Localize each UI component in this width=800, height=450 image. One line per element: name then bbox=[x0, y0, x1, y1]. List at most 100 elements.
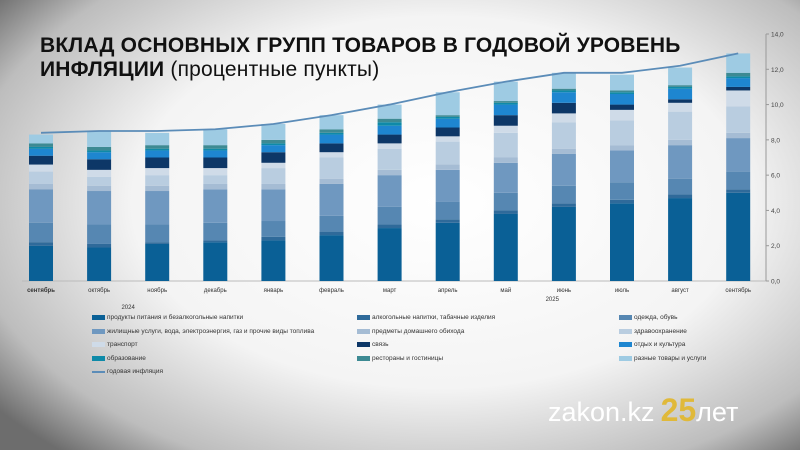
legend-swatch bbox=[619, 355, 632, 361]
x-tick-label: декабрь bbox=[204, 288, 227, 294]
title-line-2: ИНФЛЯЦИИ (процентные пункты) bbox=[40, 58, 681, 82]
bar-segment bbox=[145, 242, 170, 244]
bar-segment bbox=[261, 145, 286, 153]
bar-segment bbox=[435, 92, 460, 116]
bar-segment bbox=[261, 240, 286, 281]
legend-item: здравоохранение bbox=[619, 328, 687, 335]
x-tick-label: март bbox=[383, 288, 397, 294]
title-main-2: ИНФЛЯЦИИ bbox=[40, 58, 165, 81]
x-tick-label: сентябрь bbox=[725, 288, 751, 294]
bar-segment bbox=[87, 224, 112, 244]
logo-suffix: лет bbox=[696, 397, 739, 427]
bar-segment bbox=[610, 199, 634, 204]
bar-segment bbox=[203, 148, 228, 151]
bar-segment bbox=[435, 136, 460, 142]
bar-segment bbox=[87, 131, 112, 147]
bar-segment bbox=[203, 175, 228, 184]
bar-segment bbox=[435, 222, 460, 281]
legend-item: одежда, обувь bbox=[619, 314, 677, 321]
legend-swatch bbox=[92, 328, 105, 334]
y-tick-label: 6,0 bbox=[771, 173, 780, 180]
bar-segment bbox=[203, 145, 228, 149]
title-line-1: ВКЛАД ОСНОВНЫХ ГРУПП ТОВАРОВ В ГОДОВОЙ У… bbox=[40, 34, 681, 57]
bar-segment bbox=[377, 104, 402, 119]
bar-segment bbox=[377, 143, 402, 149]
x-tick-label: октябрь bbox=[88, 288, 110, 294]
legend-label: алкогольные напитки, табачные изделия bbox=[372, 314, 496, 321]
legend-label: связь bbox=[372, 341, 389, 348]
bar-segment bbox=[726, 86, 751, 91]
bar-segment bbox=[203, 222, 228, 241]
legend-item: предметы домашнего обихода bbox=[357, 328, 464, 335]
bar-segment bbox=[551, 88, 576, 91]
bar-segment bbox=[668, 198, 693, 281]
bar-segment bbox=[319, 183, 344, 216]
year-label: 2024 bbox=[121, 305, 135, 311]
bar-segment bbox=[493, 125, 518, 133]
x-tick-label: ноябрь bbox=[147, 288, 167, 294]
bar-segment bbox=[261, 139, 286, 144]
legend-item: транспорт bbox=[92, 341, 138, 348]
bar-segment bbox=[726, 76, 751, 79]
bar-segment bbox=[29, 155, 53, 165]
title-subtitle: (процентные пункты) bbox=[170, 58, 380, 81]
bar-segment bbox=[29, 171, 53, 184]
y-tick-label: 4,0 bbox=[771, 208, 780, 215]
bar-segment bbox=[261, 143, 286, 146]
bar-segment bbox=[261, 162, 286, 169]
bar-segment bbox=[87, 159, 112, 170]
bar-segment bbox=[551, 185, 576, 204]
bar-segment bbox=[87, 247, 112, 281]
bar-segment bbox=[319, 143, 344, 153]
bar-segment bbox=[261, 221, 286, 237]
bar-segment bbox=[29, 143, 53, 147]
logo-number: 25 bbox=[660, 392, 697, 428]
y-tick-label: 0,0 bbox=[771, 279, 780, 286]
bar-segment bbox=[551, 72, 576, 89]
inflation-line bbox=[40, 52, 739, 134]
bar-segment bbox=[610, 203, 634, 281]
bar-segment bbox=[435, 115, 460, 117]
bar-segment bbox=[145, 243, 170, 281]
bar-segment bbox=[319, 134, 344, 144]
bar-segment bbox=[319, 178, 344, 184]
bar-segment bbox=[493, 210, 518, 214]
bar-segment bbox=[551, 203, 576, 207]
bar-segment bbox=[29, 189, 53, 223]
legend-label: транспорт bbox=[107, 341, 138, 348]
legend-item: продукты питания и безалкогольные напитк… bbox=[92, 314, 243, 321]
legend-item: разные товары и услуги bbox=[619, 355, 706, 362]
bar-segment bbox=[319, 215, 344, 232]
bar-segment bbox=[87, 150, 112, 153]
bar-segment bbox=[87, 152, 112, 160]
bar-segment bbox=[726, 171, 751, 190]
legend-item: жилищные услуги, вода, электроэнергия, г… bbox=[92, 328, 314, 335]
bar-segment bbox=[610, 93, 634, 105]
bar-segment bbox=[203, 242, 228, 281]
bar-segment bbox=[493, 101, 518, 103]
bar-segment bbox=[668, 102, 693, 112]
legend-swatch bbox=[619, 315, 632, 320]
legend-swatch bbox=[92, 315, 105, 320]
legend-swatch bbox=[92, 342, 105, 347]
chart-title: ВКЛАД ОСНОВНЫХ ГРУПП ТОВАРОВ В ГОДОВОЙ У… bbox=[40, 34, 681, 82]
bar-segment bbox=[29, 164, 53, 172]
bar-segment bbox=[668, 86, 693, 89]
bar-segment bbox=[610, 150, 634, 183]
bar-segment bbox=[377, 228, 402, 281]
bar-segment bbox=[319, 115, 344, 130]
bar-segment bbox=[610, 109, 634, 121]
legend-label: одежда, обувь bbox=[634, 314, 678, 321]
bar-segment bbox=[435, 169, 460, 202]
bar-segment bbox=[435, 219, 460, 223]
legend-label: продукты питания и безалкогольные напитк… bbox=[107, 314, 244, 321]
bar-segment bbox=[610, 90, 634, 93]
bar-segment bbox=[726, 106, 751, 133]
bar-segment bbox=[319, 231, 344, 236]
legend-label: разные товары и услуги bbox=[634, 354, 707, 362]
x-tick-label: январь bbox=[264, 288, 283, 294]
bar-segment bbox=[87, 169, 112, 177]
bar-segment bbox=[668, 111, 693, 140]
x-tick-label: май bbox=[500, 287, 511, 294]
bar-segment bbox=[203, 189, 228, 223]
